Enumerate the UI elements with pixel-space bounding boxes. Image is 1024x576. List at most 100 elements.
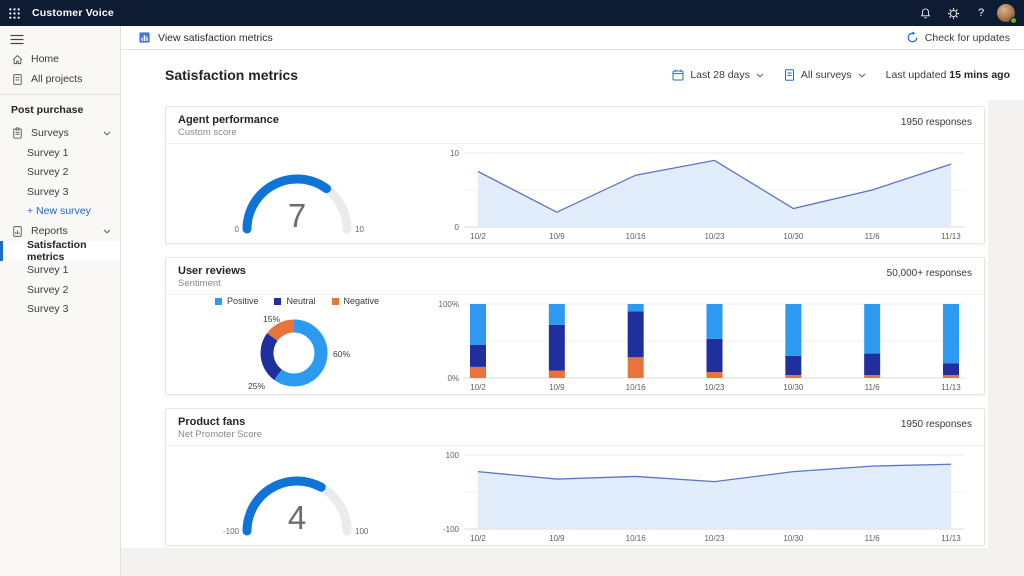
card-subtitle: Custom score (178, 127, 237, 138)
sidebar-group-reports[interactable]: Reports (0, 221, 120, 241)
card-product-fans: Product fans Net Promoter Score 1950 res… (165, 408, 985, 546)
agent-performance-trend-chart: 10 0 10/2 10/9 10/16 10/23 10/30 11/6 11/13 (428, 145, 973, 243)
svg-text:10/30: 10/30 (783, 232, 804, 241)
svg-text:4: 4 (288, 499, 306, 536)
card-body: Positive Neutral Negative 60% 25% 15% 100%… (166, 295, 984, 394)
sidebar-group-surveys[interactable]: Surveys (0, 123, 120, 143)
hamburger-icon (10, 34, 24, 45)
svg-text:15%: 15% (263, 314, 280, 324)
legend-item-positive: Positive (214, 296, 258, 306)
svg-text:0: 0 (455, 223, 460, 232)
card-body: 0 10 7 10 0 10/2 10/9 10/16 10/23 10/30 11/6 11/13 (166, 144, 984, 243)
responses-count: 1950 responses (900, 419, 972, 430)
svg-text:10: 10 (450, 149, 459, 158)
sidebar: Home All projects Post purchase (0, 26, 121, 576)
new-survey-link[interactable]: + New survey (27, 205, 91, 218)
date-range-value: Last 28 days (690, 69, 750, 81)
positive-swatch (214, 297, 222, 305)
agent-performance-gauge: 0 10 7 (197, 149, 397, 239)
card-body: -100 100 4 100 -100 10/2 10/9 10/16 10/23 10/30 1… (166, 446, 984, 545)
report-canvas: Agent performance Custom score 1950 resp… (121, 100, 988, 548)
svg-text:10/16: 10/16 (626, 534, 647, 543)
svg-text:11/6: 11/6 (865, 383, 881, 392)
svg-text:10/9: 10/9 (549, 232, 565, 241)
sidebar-item-home[interactable]: Home (0, 49, 120, 69)
notifications-button[interactable] (913, 0, 937, 26)
topbar-right: ? (913, 0, 1024, 26)
svg-text:10/23: 10/23 (704, 383, 725, 392)
card-title: Agent performance (178, 114, 279, 126)
svg-text:10/16: 10/16 (626, 232, 647, 241)
sidebar-item-report-survey-1[interactable]: Survey 1 (27, 264, 69, 277)
gear-icon (947, 7, 959, 19)
svg-text:0%: 0% (447, 374, 459, 383)
account-avatar[interactable] (997, 3, 1017, 24)
svg-text:10/30: 10/30 (783, 383, 804, 392)
command-label: View satisfaction metrics (158, 31, 273, 44)
sidebar-toggle-button[interactable] (10, 34, 24, 45)
responses-count: 1950 responses (900, 117, 972, 128)
card-agent-performance: Agent performance Custom score 1950 resp… (165, 106, 985, 244)
card-subtitle: Net Promoter Score (178, 429, 262, 440)
survey-scope-filter[interactable]: All surveys (784, 69, 866, 81)
waffle-icon (8, 7, 20, 19)
svg-text:10/16: 10/16 (626, 383, 647, 392)
sentiment-stacked-bar-chart: 100% 0% 10/2 10/9 10/16 10/23 10/30 11/6 11/13 (428, 296, 973, 394)
last-updated-status: Last updated 15 mins ago (885, 69, 1010, 81)
svg-text:11/13: 11/13 (941, 232, 961, 241)
app-launcher-button[interactable] (0, 0, 28, 26)
survey-scope-value: All surveys (800, 69, 852, 81)
svg-text:11/13: 11/13 (941, 383, 961, 392)
presence-available-dot (1010, 16, 1017, 24)
sidebar-item-survey-1[interactable]: Survey 1 (27, 146, 69, 159)
card-header: Agent performance Custom score 1950 resp… (166, 107, 984, 144)
legend-item-neutral: Neutral (274, 296, 316, 306)
svg-text:100: 100 (355, 527, 369, 536)
svg-text:10/2: 10/2 (470, 383, 486, 392)
negative-swatch (331, 297, 339, 305)
date-range-filter[interactable]: Last 28 days (672, 69, 764, 81)
check-for-updates-button[interactable]: Check for updates (906, 31, 1010, 44)
metrics-report-icon (139, 32, 150, 43)
svg-text:0: 0 (235, 225, 240, 234)
help-icon: ? (977, 7, 985, 19)
sidebar-item-label: Home (31, 53, 60, 65)
content-area: Satisfaction metrics Last 28 days (121, 50, 1024, 576)
svg-text:10/23: 10/23 (704, 534, 725, 543)
help-button[interactable]: ? (969, 0, 993, 26)
svg-text:10/2: 10/2 (470, 534, 486, 543)
reports-icon (13, 225, 22, 237)
svg-text:100%: 100% (439, 300, 459, 309)
svg-text:11/13: 11/13 (941, 534, 961, 543)
refresh-icon (907, 31, 918, 43)
view-satisfaction-metrics-command[interactable]: View satisfaction metrics (138, 31, 273, 44)
svg-text:10: 10 (355, 225, 364, 234)
top-app-bar: Customer Voice (0, 0, 1024, 26)
app-title: Customer Voice (32, 7, 114, 19)
chevron-down-icon (103, 229, 111, 233)
card-title: User reviews (178, 265, 246, 277)
sidebar-item-report-survey-2[interactable]: Survey 2 (27, 283, 69, 296)
svg-text:10/2: 10/2 (470, 232, 486, 241)
sentiment-donut-chart: 60% 25% 15% (192, 307, 402, 393)
sidebar-item-all-projects[interactable]: All projects (0, 69, 120, 89)
sidebar-item-report-survey-3[interactable]: Survey 3 (27, 303, 69, 316)
svg-text:-100: -100 (443, 525, 460, 534)
svg-text:10/30: 10/30 (783, 534, 804, 543)
sidebar-item-survey-2[interactable]: Survey 2 (27, 166, 69, 179)
check-for-updates-label: Check for updates (924, 31, 1010, 44)
settings-button[interactable] (941, 0, 965, 26)
sentiment-legend: Positive Neutral Negative (214, 296, 379, 306)
chevron-down-icon (858, 73, 865, 77)
calendar-icon (672, 69, 684, 81)
project-section-label: Post purchase (11, 104, 84, 116)
survey-page-icon (784, 69, 794, 81)
svg-text:10/9: 10/9 (549, 534, 565, 543)
nps-gauge: -100 100 4 (197, 451, 397, 541)
sidebar-item-survey-3[interactable]: Survey 3 (27, 185, 69, 198)
svg-text:60%: 60% (333, 349, 350, 359)
sidebar-nav: Home All projects Post purchase (0, 49, 120, 319)
svg-text:25%: 25% (248, 381, 265, 391)
sidebar-item-satisfaction-metrics[interactable]: Satisfaction metrics (0, 239, 120, 263)
